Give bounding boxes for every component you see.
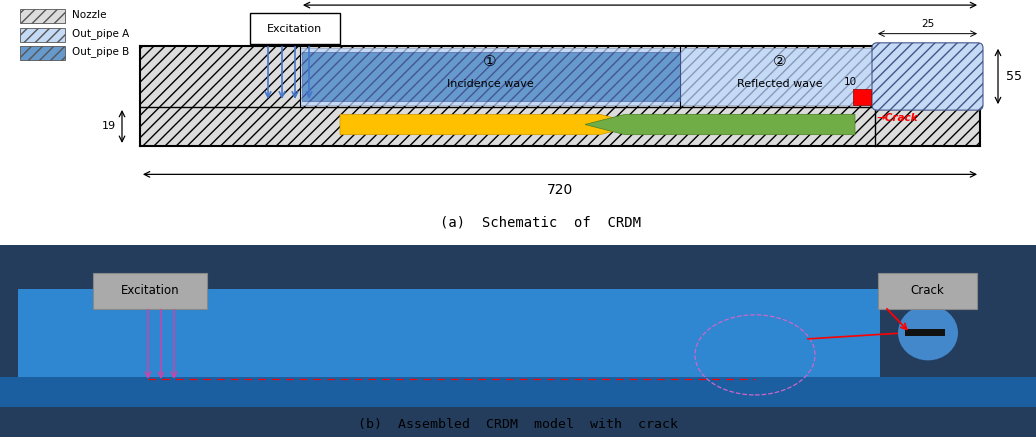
FancyArrow shape <box>340 114 640 135</box>
Text: Crack: Crack <box>911 284 945 297</box>
Bar <box>250 13 340 44</box>
Text: Reflected wave: Reflected wave <box>738 79 823 89</box>
Text: Excitation: Excitation <box>120 284 179 297</box>
Text: →Crack: →Crack <box>876 113 918 123</box>
Bar <box>0 377 1036 407</box>
Text: Incidence wave: Incidence wave <box>447 79 534 89</box>
Bar <box>905 329 945 336</box>
Text: ①: ① <box>483 54 497 69</box>
Text: (b)  Assembled  CRDM  model  with  crack: (b) Assembled CRDM model with crack <box>358 419 678 431</box>
FancyBboxPatch shape <box>877 273 977 309</box>
Text: R 20: R 20 <box>885 81 908 91</box>
Text: 720: 720 <box>547 183 573 197</box>
FancyArrow shape <box>585 114 855 135</box>
Text: 10: 10 <box>844 76 857 87</box>
FancyBboxPatch shape <box>93 273 207 309</box>
Bar <box>853 89 871 105</box>
FancyBboxPatch shape <box>872 43 983 110</box>
Bar <box>20 46 65 60</box>
Bar <box>300 48 875 105</box>
Text: Excitation: Excitation <box>267 24 322 34</box>
Bar <box>140 46 980 107</box>
Text: Out_pipe A: Out_pipe A <box>71 28 130 39</box>
Bar <box>20 28 65 42</box>
Bar <box>140 107 980 146</box>
Bar <box>303 52 680 101</box>
Bar <box>20 9 65 24</box>
Text: (a)  Schematic  of  CRDM: (a) Schematic of CRDM <box>439 215 640 229</box>
Text: 19: 19 <box>102 121 116 132</box>
Text: 55: 55 <box>1006 70 1021 83</box>
Text: ②: ② <box>773 54 786 69</box>
Bar <box>18 289 880 377</box>
Ellipse shape <box>898 305 958 361</box>
Text: 25: 25 <box>921 18 934 28</box>
Text: Out_pipe B: Out_pipe B <box>71 47 130 57</box>
Text: Nozzle: Nozzle <box>71 10 107 20</box>
